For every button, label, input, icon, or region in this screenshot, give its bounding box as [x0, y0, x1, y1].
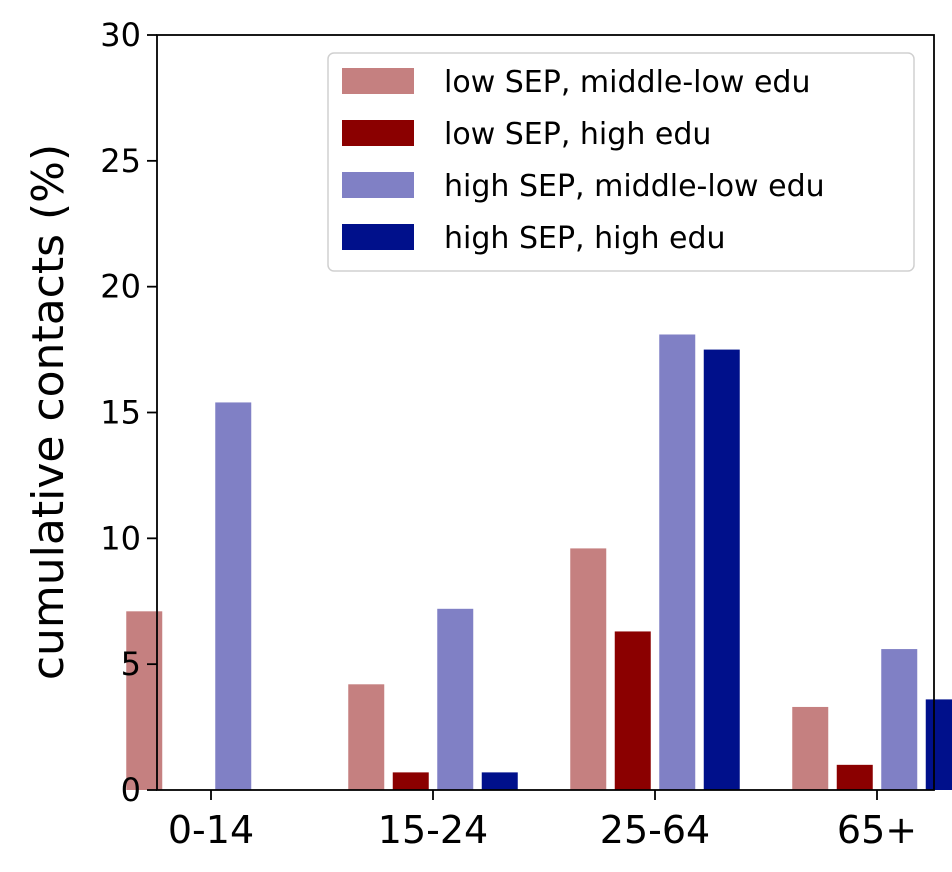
y-axis-label: cumulative contacts (%) — [23, 144, 74, 680]
y-tick-label: 25 — [100, 142, 141, 180]
legend-label: high SEP, high edu — [444, 221, 726, 256]
x-axis: 0-14 15-24 25-64 65+ — [168, 790, 917, 852]
x-tick-label: 15-24 — [378, 808, 488, 852]
x-tick-label: 25-64 — [600, 808, 710, 852]
bar — [836, 764, 873, 790]
bar — [614, 631, 651, 790]
legend-swatch — [342, 172, 414, 198]
legend-label: low SEP, middle-low edu — [444, 65, 810, 100]
bar — [703, 349, 740, 790]
y-tick-label: 10 — [100, 519, 141, 557]
bars-layer — [126, 334, 952, 790]
bar — [348, 684, 385, 790]
legend-label: high SEP, middle-low edu — [444, 169, 825, 204]
bar — [570, 548, 607, 790]
legend-label: low SEP, high edu — [444, 117, 711, 152]
legend-item: high SEP, middle-low edu — [342, 169, 825, 204]
bar — [437, 608, 474, 790]
bar — [481, 772, 518, 790]
bar — [215, 402, 252, 790]
bar — [792, 706, 829, 790]
y-axis: 0 5 10 15 20 25 30 — [100, 16, 157, 809]
legend-item: low SEP, middle-low edu — [342, 65, 810, 100]
bar — [392, 772, 429, 790]
x-tick-label: 65+ — [837, 808, 917, 852]
bar — [925, 699, 952, 790]
legend-swatch — [342, 68, 414, 94]
legend-swatch — [342, 224, 414, 250]
legend: low SEP, middle-low edu low SEP, high edu… — [327, 52, 915, 272]
legend-box — [327, 52, 915, 272]
y-tick-label: 0 — [121, 771, 141, 809]
y-tick-label: 20 — [100, 268, 141, 306]
y-tick-label: 15 — [100, 394, 141, 432]
legend-item: high SEP, high edu — [342, 221, 726, 256]
y-tick-label: 5 — [121, 645, 141, 683]
bar — [881, 649, 918, 790]
y-tick-label: 30 — [100, 16, 141, 54]
x-tick-label: 0-14 — [168, 808, 254, 852]
bar — [659, 334, 696, 790]
legend-item: low SEP, high edu — [342, 117, 711, 152]
legend-swatch — [342, 120, 414, 146]
